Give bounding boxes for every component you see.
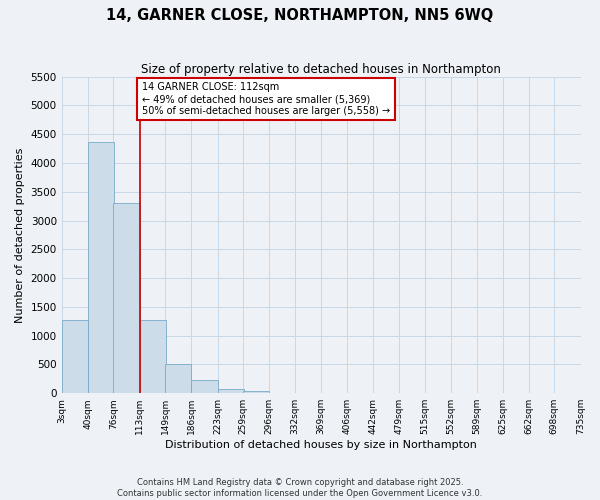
Text: 14, GARNER CLOSE, NORTHAMPTON, NN5 6WQ: 14, GARNER CLOSE, NORTHAMPTON, NN5 6WQ <box>106 8 494 22</box>
Bar <box>269 392 296 393</box>
Bar <box>243 392 269 393</box>
Bar <box>62 320 88 393</box>
Y-axis label: Number of detached properties: Number of detached properties <box>15 147 25 322</box>
Title: Size of property relative to detached houses in Northampton: Size of property relative to detached ho… <box>141 62 501 76</box>
X-axis label: Distribution of detached houses by size in Northampton: Distribution of detached houses by size … <box>165 440 477 450</box>
Bar <box>218 388 244 393</box>
Bar <box>140 320 166 393</box>
Bar <box>165 364 191 393</box>
Bar <box>113 204 140 393</box>
Text: 14 GARNER CLOSE: 112sqm
← 49% of detached houses are smaller (5,369)
50% of semi: 14 GARNER CLOSE: 112sqm ← 49% of detache… <box>142 82 390 116</box>
Text: Contains HM Land Registry data © Crown copyright and database right 2025.
Contai: Contains HM Land Registry data © Crown c… <box>118 478 482 498</box>
Bar <box>88 142 114 393</box>
Bar <box>191 380 218 393</box>
